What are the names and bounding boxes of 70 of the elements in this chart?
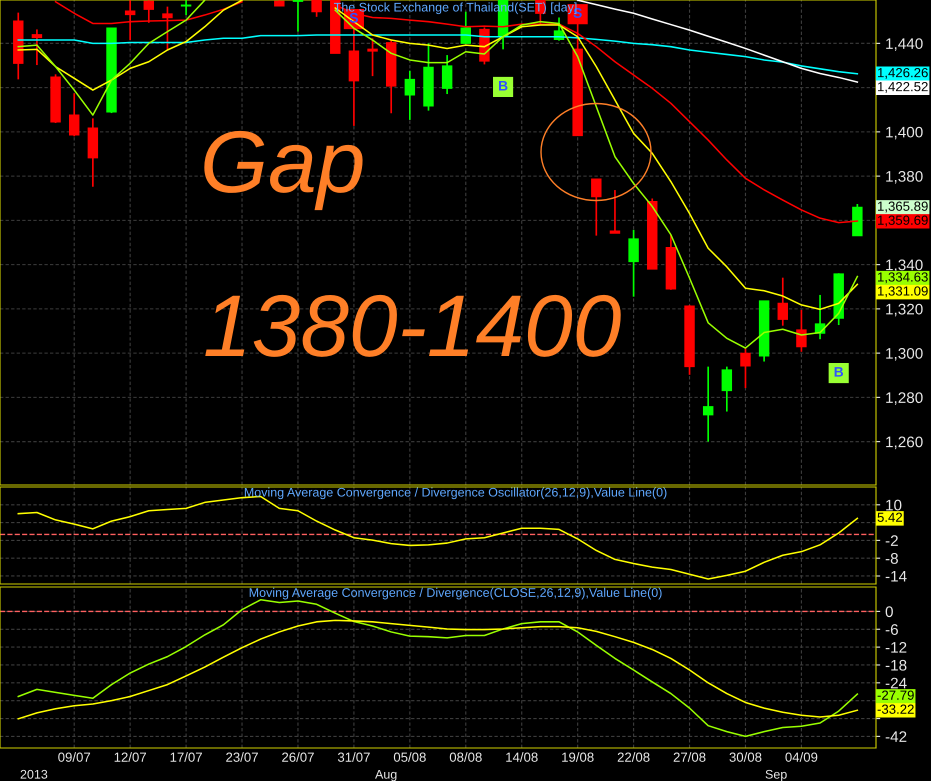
y-tick-label: 1,260 bbox=[886, 436, 923, 450]
candlestick bbox=[367, 37, 378, 77]
x-tick-label: 12/07 bbox=[114, 752, 146, 762]
text: Sep bbox=[766, 770, 787, 781]
candlestick bbox=[591, 178, 602, 236]
data-label: B bbox=[834, 367, 844, 377]
candlestick bbox=[162, 6, 173, 51]
x-tick-label: 30/08 bbox=[729, 752, 762, 762]
y-tick-label: -2 bbox=[886, 535, 898, 546]
candlestick bbox=[796, 309, 807, 353]
data-label: 1,426.26 bbox=[878, 68, 928, 79]
data-label: 1,331.09 bbox=[878, 286, 928, 298]
data-label: -27.79 bbox=[878, 690, 914, 700]
y-tick-label: -8 bbox=[886, 553, 898, 564]
y-tick-label: 1,340 bbox=[886, 259, 923, 272]
candlestick bbox=[292, 0, 304, 32]
x-tick-label: 14/08 bbox=[506, 752, 538, 762]
y-tick-label: 0 bbox=[886, 606, 893, 618]
annotation: 1380-1400 bbox=[205, 294, 621, 357]
data-label: B bbox=[498, 80, 508, 91]
chart-title: Moving Average Convergence / Divergence Oscillator(26,12,9),Value Line(0) bbox=[244, 487, 666, 500]
y-tick-label: -12 bbox=[886, 642, 906, 653]
x-tick-label: 27/08 bbox=[674, 752, 706, 762]
candlestick bbox=[180, 0, 192, 16]
y-tick-label: 1,320 bbox=[886, 304, 923, 316]
data-label: 5.42 bbox=[878, 512, 902, 522]
data-label: 1,334.63 bbox=[878, 272, 928, 284]
candlestick bbox=[628, 229, 639, 298]
candlestick bbox=[610, 189, 620, 234]
candlestick bbox=[702, 366, 714, 442]
y-tick-label: -6 bbox=[886, 624, 898, 635]
y-tick-label: 1,440 bbox=[886, 38, 923, 51]
candlestick bbox=[722, 366, 732, 412]
candlestick bbox=[740, 348, 751, 389]
x-tick-label: 08/08 bbox=[450, 752, 482, 762]
x-tick-label: 04/09 bbox=[785, 752, 818, 762]
y-tick-label: 1,280 bbox=[886, 392, 923, 405]
y-tick-label: 1,380 bbox=[886, 170, 923, 184]
x-tick-label: 19/08 bbox=[562, 752, 594, 762]
x-tick-label: 09/07 bbox=[58, 752, 90, 762]
candlestick bbox=[404, 70, 416, 121]
candlestick bbox=[442, 54, 452, 95]
x-tick-label: 31/07 bbox=[338, 752, 370, 762]
y-tick-label: -18 bbox=[886, 660, 906, 671]
text: 2013 bbox=[20, 770, 48, 779]
candlestick bbox=[778, 276, 788, 327]
y-tick-label: 1,300 bbox=[886, 348, 923, 361]
text: Aug bbox=[375, 770, 396, 781]
y-tick-label: -42 bbox=[886, 731, 906, 742]
data-label: 1,422.52 bbox=[878, 82, 928, 93]
candlestick bbox=[68, 92, 80, 138]
data-label: 1,359.69 bbox=[878, 216, 928, 226]
chart-title: Moving Average Convergence / Divergence(CLOSE,26,12,9),Value Line(0) bbox=[250, 588, 662, 600]
candlestick bbox=[32, 28, 42, 66]
candlestick bbox=[311, 0, 322, 18]
line-series bbox=[18, 620, 858, 720]
x-tick-label: 23/07 bbox=[226, 752, 258, 762]
text: 1,365.89 bbox=[878, 202, 928, 212]
x-tick-label: 26/07 bbox=[282, 752, 314, 762]
y-tick-label: 1,400 bbox=[886, 126, 923, 140]
annotation: Gap bbox=[204, 130, 363, 210]
data-label: -33.22 bbox=[878, 704, 914, 714]
line-series bbox=[18, 599, 858, 738]
y-tick-label: 10 bbox=[886, 500, 902, 510]
x-tick-label: 05/08 bbox=[394, 752, 426, 762]
x-tick-label: 22/08 bbox=[618, 752, 650, 762]
y-tick-label: -24 bbox=[886, 678, 907, 688]
y-tick-label: -14 bbox=[886, 571, 907, 582]
x-tick-label: 17/07 bbox=[170, 752, 202, 762]
data-label: S bbox=[350, 12, 358, 23]
